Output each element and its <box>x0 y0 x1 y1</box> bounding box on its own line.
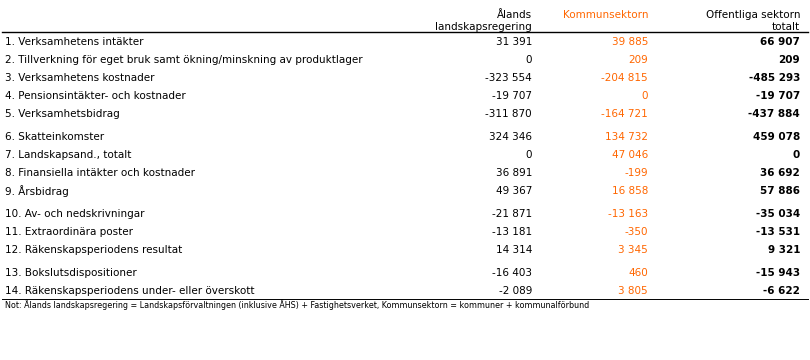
Text: 7. Landskapsand., totalt: 7. Landskapsand., totalt <box>5 150 131 160</box>
Text: totalt: totalt <box>772 22 800 32</box>
Text: -15 943: -15 943 <box>756 268 800 278</box>
Text: 209: 209 <box>778 55 800 65</box>
Text: 459 078: 459 078 <box>752 132 800 142</box>
Text: 1. Verksamhetens intäkter: 1. Verksamhetens intäkter <box>5 37 143 47</box>
Text: 9 321: 9 321 <box>768 245 800 255</box>
Text: 3 345: 3 345 <box>618 245 648 255</box>
Text: -19 707: -19 707 <box>492 91 532 101</box>
Text: 12. Räkenskapsperiodens resultat: 12. Räkenskapsperiodens resultat <box>5 245 182 255</box>
Text: 324 346: 324 346 <box>489 132 532 142</box>
Text: 14 314: 14 314 <box>496 245 532 255</box>
Text: 11. Extraordinära poster: 11. Extraordinära poster <box>5 227 133 237</box>
Text: 0: 0 <box>793 150 800 160</box>
Text: 209: 209 <box>629 55 648 65</box>
Text: -13 163: -13 163 <box>608 209 648 219</box>
Text: 66 907: 66 907 <box>760 37 800 47</box>
Text: 5. Verksamhetsbidrag: 5. Verksamhetsbidrag <box>5 109 120 119</box>
Text: 0: 0 <box>526 55 532 65</box>
Text: 49 367: 49 367 <box>496 186 532 196</box>
Text: 13. Bokslutsdispositioner: 13. Bokslutsdispositioner <box>5 268 137 278</box>
Text: 47 046: 47 046 <box>612 150 648 160</box>
Text: 9. Årsbidrag: 9. Årsbidrag <box>5 185 69 197</box>
Text: -199: -199 <box>625 168 648 178</box>
Text: -204 815: -204 815 <box>601 73 648 83</box>
Text: -164 721: -164 721 <box>601 109 648 119</box>
Text: 31 391: 31 391 <box>496 37 532 47</box>
Text: -323 554: -323 554 <box>485 73 532 83</box>
Text: -311 870: -311 870 <box>485 109 532 119</box>
Text: 57 886: 57 886 <box>760 186 800 196</box>
Text: 4. Pensionsintäkter- och kostnader: 4. Pensionsintäkter- och kostnader <box>5 91 185 101</box>
Text: -13 181: -13 181 <box>492 227 532 237</box>
Text: -350: -350 <box>625 227 648 237</box>
Text: Kommunsektorn: Kommunsektorn <box>563 10 649 20</box>
Text: Offentliga sektorn: Offentliga sektorn <box>706 10 800 20</box>
Text: 2. Tillverkning för eget bruk samt ökning/minskning av produktlager: 2. Tillverkning för eget bruk samt öknin… <box>5 55 363 65</box>
Text: 0: 0 <box>526 150 532 160</box>
Text: 6. Skatteinkomster: 6. Skatteinkomster <box>5 132 104 142</box>
Text: -16 403: -16 403 <box>492 268 532 278</box>
Text: 14. Räkenskapsperiodens under- eller överskott: 14. Räkenskapsperiodens under- eller öve… <box>5 286 254 296</box>
Text: -485 293: -485 293 <box>748 73 800 83</box>
Text: -437 884: -437 884 <box>748 109 800 119</box>
Text: Not: Ålands landskapsregering = Landskapsförvaltningen (inklusive ÅHS) + Fastigh: Not: Ålands landskapsregering = Landskap… <box>5 300 589 310</box>
Text: -13 531: -13 531 <box>756 227 800 237</box>
Text: Ålands: Ålands <box>497 10 532 20</box>
Text: 0: 0 <box>642 91 648 101</box>
Text: 36 891: 36 891 <box>496 168 532 178</box>
Text: -19 707: -19 707 <box>756 91 800 101</box>
Text: 3 805: 3 805 <box>618 286 648 296</box>
Text: -21 871: -21 871 <box>492 209 532 219</box>
Text: landskapsregering: landskapsregering <box>435 22 532 32</box>
Text: 134 732: 134 732 <box>605 132 648 142</box>
Text: 16 858: 16 858 <box>612 186 648 196</box>
Text: -2 089: -2 089 <box>499 286 532 296</box>
Text: 3. Verksamhetens kostnader: 3. Verksamhetens kostnader <box>5 73 155 83</box>
Text: 8. Finansiella intäkter och kostnader: 8. Finansiella intäkter och kostnader <box>5 168 195 178</box>
Text: 460: 460 <box>629 268 648 278</box>
Text: 36 692: 36 692 <box>761 168 800 178</box>
Text: -35 034: -35 034 <box>756 209 800 219</box>
Text: 10. Av- och nedskrivningar: 10. Av- och nedskrivningar <box>5 209 144 219</box>
Text: 39 885: 39 885 <box>612 37 648 47</box>
Text: -6 622: -6 622 <box>763 286 800 296</box>
